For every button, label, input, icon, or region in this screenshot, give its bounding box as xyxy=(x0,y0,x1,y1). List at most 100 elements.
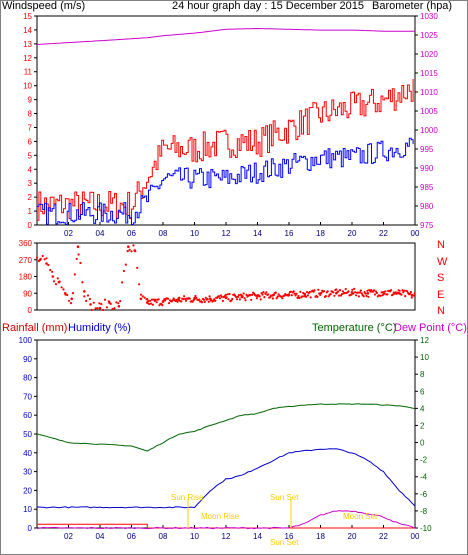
sun-set-bottom-label: Sun Set xyxy=(270,538,299,547)
direction-point xyxy=(203,300,206,303)
moon-set-label: Moon Set xyxy=(343,512,378,521)
direction-point xyxy=(269,296,272,299)
direction-point xyxy=(384,290,387,293)
dewpoint-axis-label: Dew Point (°C) xyxy=(394,322,467,334)
direction-point xyxy=(204,296,207,299)
direction-point xyxy=(226,293,229,296)
direction-point xyxy=(251,293,254,296)
direction-point xyxy=(359,289,362,292)
windspeed-tick-label: 15 xyxy=(23,12,32,21)
direction-point xyxy=(121,281,124,284)
direction-point xyxy=(155,301,158,304)
direction-point xyxy=(90,308,93,312)
direction-point xyxy=(180,300,183,303)
direction-point xyxy=(220,295,223,298)
direction-point xyxy=(338,294,341,297)
climate-plot-area xyxy=(36,339,416,529)
direction-point xyxy=(214,299,217,302)
direction-point xyxy=(243,297,246,300)
direction-point xyxy=(71,292,74,295)
climate-x-tick-label: 04 xyxy=(96,532,105,541)
temperature-y-axis: -10 -8 -6 -4 -2 0 2 4 6 8 10 12 xyxy=(415,336,432,533)
humidity-tick-label: 10 xyxy=(23,505,32,514)
direction-point xyxy=(47,263,50,267)
direction-point xyxy=(98,302,101,305)
direction-point xyxy=(43,258,46,261)
direction-point xyxy=(262,291,265,294)
direction-point xyxy=(162,299,165,303)
direction-point xyxy=(292,290,295,293)
direction-point xyxy=(391,293,394,296)
climate-x-tick-label: 20 xyxy=(348,532,357,541)
direction-point xyxy=(103,298,107,301)
temperature-line xyxy=(36,403,416,452)
direction-tick-label: 360 xyxy=(19,239,33,248)
direction-point xyxy=(329,292,332,296)
temperature-tick-label: 12 xyxy=(420,336,429,345)
direction-point xyxy=(149,299,152,302)
direction-point xyxy=(255,297,258,300)
direction-y-axis: 0 90 180 270 360 xyxy=(19,239,37,315)
direction-point xyxy=(324,295,327,298)
direction-point xyxy=(83,295,86,298)
direction-point xyxy=(249,294,252,297)
direction-point xyxy=(294,294,297,297)
direction-point xyxy=(276,295,279,298)
direction-point xyxy=(313,289,316,292)
direction-point xyxy=(356,291,360,294)
dir-e: E xyxy=(437,289,444,301)
direction-point xyxy=(192,299,195,302)
direction-point xyxy=(213,298,216,301)
barometer-tick-label: 1025 xyxy=(420,31,438,40)
climate-x-tick-label: 08 xyxy=(159,532,168,541)
direction-point xyxy=(362,295,365,298)
direction-point xyxy=(154,298,157,301)
direction-point xyxy=(301,295,304,298)
climate-series xyxy=(36,403,416,530)
direction-point xyxy=(258,295,261,298)
temperature-tick-label: 10 xyxy=(420,353,429,362)
direction-point xyxy=(79,261,82,265)
direction-point xyxy=(308,290,311,294)
direction-point xyxy=(265,291,268,294)
direction-point xyxy=(184,297,187,300)
direction-point xyxy=(52,280,56,283)
direction-point xyxy=(250,298,253,301)
direction-point xyxy=(400,293,403,296)
direction-point xyxy=(271,297,274,300)
direction-point xyxy=(175,298,178,302)
direction-point xyxy=(380,291,383,294)
direction-point xyxy=(406,290,409,293)
temperature-axis-label: Temperature (°C) xyxy=(312,322,396,334)
direction-point xyxy=(134,250,137,253)
direction-point xyxy=(224,293,227,297)
direction-point xyxy=(127,245,130,248)
windspeed-tick-label: 14 xyxy=(23,26,32,35)
direction-point xyxy=(107,300,110,303)
direction-point xyxy=(297,295,300,298)
barometer-tick-label: 990 xyxy=(420,164,434,173)
direction-point xyxy=(138,283,141,286)
temperature-tick-label: 8 xyxy=(420,370,425,379)
temperature-tick-label: -4 xyxy=(420,473,428,482)
wind-x-tick-label: 16 xyxy=(285,229,294,238)
direction-point xyxy=(100,303,103,306)
direction-point xyxy=(231,297,234,301)
climate-x-tick-label: 12 xyxy=(222,532,231,541)
direction-point xyxy=(340,293,343,296)
direction-point xyxy=(319,293,322,296)
direction-point xyxy=(412,294,415,297)
barometer-tick-label: 1010 xyxy=(420,88,438,97)
direction-point xyxy=(274,291,277,294)
direction-point xyxy=(360,292,363,295)
humidity-tick-label: 90 xyxy=(23,355,32,364)
direction-point xyxy=(182,298,185,301)
direction-point xyxy=(290,294,293,297)
direction-point xyxy=(58,280,61,283)
climate-x-axis: 02 04 06 08 10 12 14 16 18 20 22 00 xyxy=(64,525,420,541)
humidity-line xyxy=(36,448,416,509)
climate-x-tick-label: 16 xyxy=(285,532,294,541)
barometer-tick-label: 1000 xyxy=(420,126,438,135)
barometer-line xyxy=(36,27,415,45)
